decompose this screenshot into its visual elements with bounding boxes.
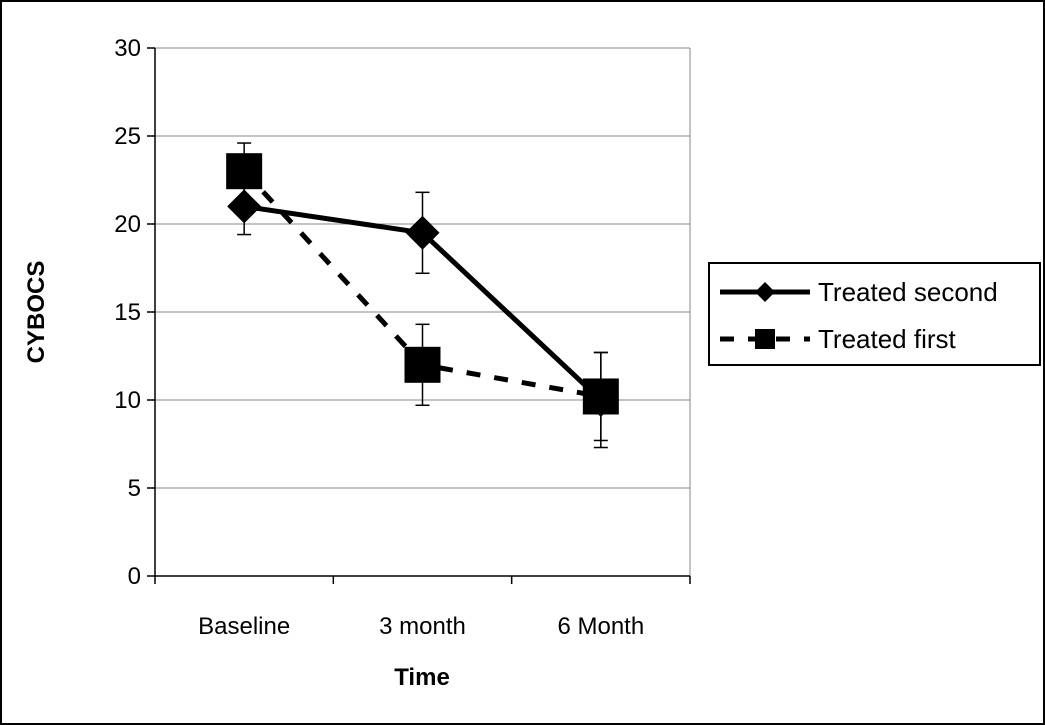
y-tick-label-0: 0 [128,563,141,590]
x-axis-title: Time [394,664,450,691]
data-point [405,215,440,250]
y-tick-label-20: 20 [114,211,141,238]
y-tick-label-5: 5 [128,475,141,502]
x-tick-label-baseline: Baseline [198,613,290,640]
legend: Treated second Treated first [708,262,1041,366]
axes: 0 5 10 15 20 25 30 Baseline 3 month 6 Month [114,35,691,640]
series-2 [226,142,619,442]
data-point [226,153,263,190]
y-tick-label-10: 10 [114,387,141,414]
x-tick-label-3-month: 3 month [379,613,466,640]
data-point [582,378,619,415]
data-point [404,346,441,383]
series-layer [226,142,619,449]
legend-label-2: Treated first [818,324,957,354]
legend-label-1: Treated second [818,277,998,307]
legend-marker-1 [755,282,775,302]
y-axis-title: CYBOCS [23,261,50,364]
y-tick-label-25: 25 [114,123,141,150]
x-tick-label-6-month: 6 Month [557,613,644,640]
data-point [227,189,262,224]
legend-marker-2 [755,329,775,349]
y-tick-label-30: 30 [114,35,141,62]
y-tick-label-15: 15 [114,299,141,326]
